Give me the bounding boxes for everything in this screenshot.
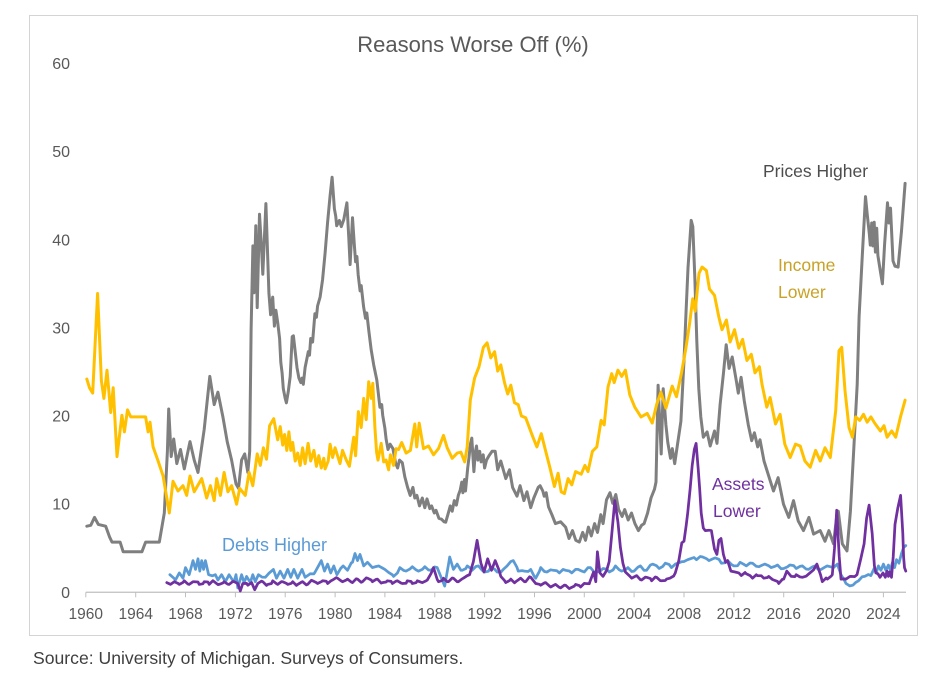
svg-text:Lower: Lower [713, 501, 761, 521]
svg-text:Debts Higher: Debts Higher [222, 535, 327, 555]
svg-text:Assets: Assets [712, 474, 765, 494]
svg-text:1972: 1972 [218, 606, 252, 623]
svg-text:Income: Income [778, 255, 835, 275]
svg-text:50: 50 [52, 144, 70, 161]
svg-text:1960: 1960 [69, 606, 104, 623]
svg-text:2004: 2004 [617, 606, 652, 623]
svg-text:2008: 2008 [667, 606, 701, 623]
svg-text:Prices Higher: Prices Higher [763, 161, 868, 181]
svg-text:Lower: Lower [778, 282, 826, 302]
svg-text:2016: 2016 [766, 606, 800, 623]
svg-text:1984: 1984 [368, 606, 403, 623]
svg-text:2012: 2012 [717, 606, 751, 623]
svg-text:2024: 2024 [866, 606, 901, 623]
svg-text:60: 60 [52, 56, 70, 73]
svg-text:1988: 1988 [418, 606, 452, 623]
svg-text:1976: 1976 [268, 606, 302, 623]
svg-text:1992: 1992 [467, 606, 501, 623]
svg-text:Source: University of Michigan: Source: University of Michigan. Surveys … [33, 648, 463, 668]
svg-text:2000: 2000 [567, 606, 602, 623]
svg-text:10: 10 [52, 497, 70, 514]
svg-text:0: 0 [61, 585, 70, 602]
svg-text:1968: 1968 [168, 606, 202, 623]
svg-text:1964: 1964 [118, 606, 153, 623]
svg-text:2020: 2020 [816, 606, 851, 623]
svg-text:40: 40 [52, 232, 70, 249]
svg-text:1980: 1980 [318, 606, 353, 623]
svg-text:30: 30 [52, 320, 70, 337]
svg-text:20: 20 [52, 409, 70, 426]
svg-text:Reasons Worse Off (%): Reasons Worse Off (%) [357, 32, 588, 57]
svg-text:1996: 1996 [517, 606, 551, 623]
